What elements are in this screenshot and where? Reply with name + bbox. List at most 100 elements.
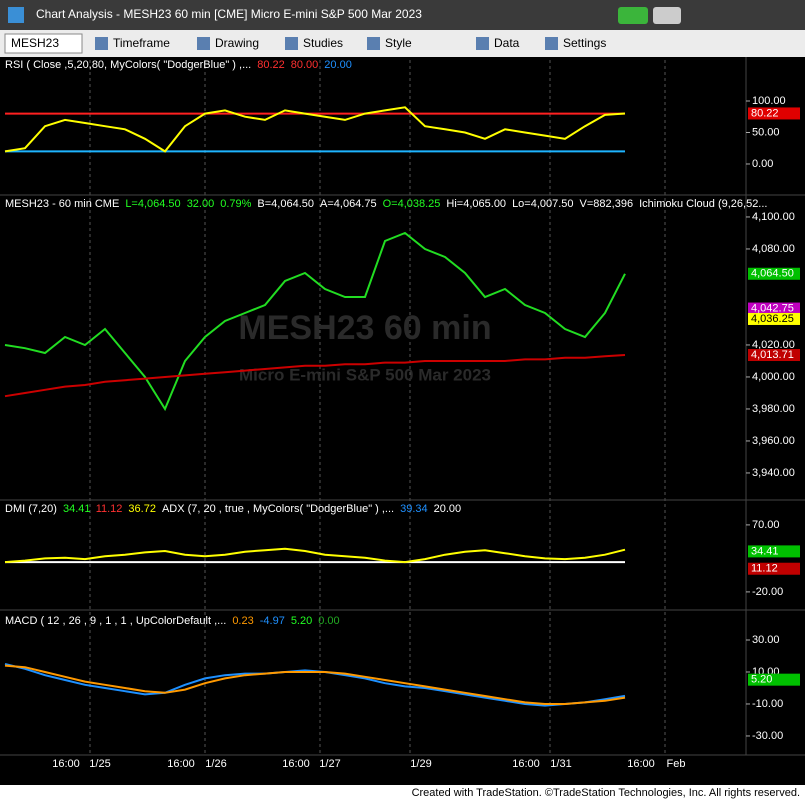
header-value: Hi=4,065.00 xyxy=(446,198,506,210)
header-value: -4.97 xyxy=(260,615,285,627)
toolbar-icon[interactable] xyxy=(545,37,558,50)
header-value: DMI (7,20) xyxy=(5,503,57,515)
header-value: 80.22 xyxy=(257,59,285,71)
header-value: Lo=4,007.50 xyxy=(512,198,573,210)
price-badge-label: 4,042.75 xyxy=(751,302,794,314)
session-lines xyxy=(89,60,666,755)
price-badge-label: 11.12 xyxy=(751,563,778,575)
footer: Created with TradeStation. ©TradeStation… xyxy=(412,787,800,799)
price-badge xyxy=(748,267,800,280)
header-value: 0.23 xyxy=(232,615,253,627)
toolbar-icon[interactable] xyxy=(476,37,489,50)
price-badge-label: 4,064.50 xyxy=(751,268,794,280)
y-tick-label: -30.00 xyxy=(752,730,783,742)
toolbar-icon[interactable] xyxy=(367,37,380,50)
header-value: O=4,038.25 xyxy=(383,198,441,210)
toolbar-button[interactable]: Drawing xyxy=(215,36,259,50)
price-badge-label: 4,013.71 xyxy=(751,349,794,361)
y-tick-label: 4,080.00 xyxy=(752,243,795,255)
x-tick-label: 16:00 xyxy=(52,758,80,770)
price-badge xyxy=(748,312,800,325)
header-value: V=882,396 xyxy=(580,198,634,210)
pane-header: MACD ( 12 , 26 , 9 , 1 , 1 , UpColorDefa… xyxy=(5,615,340,627)
strategy-button[interactable] xyxy=(618,7,648,24)
y-tick-label: 0.00 xyxy=(752,158,773,170)
x-tick-label: 1/31 xyxy=(550,758,571,770)
header-value: 20.00 xyxy=(434,503,462,515)
toolbar-button[interactable]: Data xyxy=(494,36,520,50)
y-tick-label: 3,980.00 xyxy=(752,403,795,415)
x-tick-label: Feb xyxy=(667,758,686,770)
x-tick-label: 1/29 xyxy=(410,758,431,770)
watermark-description: Micro E-mini S&P 500 Mar 2023 xyxy=(239,365,491,384)
header-value: 80.00 xyxy=(291,59,319,71)
toolbar-button[interactable]: Settings xyxy=(563,36,606,50)
series-line xyxy=(4,664,626,705)
header-value: L=4,064.50 xyxy=(125,198,180,210)
toolbar-button[interactable]: Studies xyxy=(303,36,343,50)
y-tick-label: 3,960.00 xyxy=(752,435,795,447)
series-line xyxy=(4,547,626,564)
y-tick-label: 100.00 xyxy=(752,95,786,107)
header-value: 32.00 xyxy=(187,198,215,210)
header-value: 5.20 xyxy=(291,615,312,627)
x-tick-label: 16:00 xyxy=(627,758,655,770)
header-value: MACD ( 12 , 26 , 9 , 1 , 1 , UpColorDefa… xyxy=(5,615,226,627)
pane-header: DMI (7,20) 34.41 11.12 36.72 ADX (7, 20 , tr… xyxy=(5,503,461,515)
price-badge xyxy=(748,545,800,558)
y-tick-label: 30.00 xyxy=(752,634,780,646)
x-tick-label: 16:00 xyxy=(167,758,195,770)
pane-header: MESH23 - 60 min CME L=4,064.50 32.00 0.79% B… xyxy=(5,198,767,210)
price-badge-label: 4,036.25 xyxy=(751,313,794,325)
price-badge xyxy=(748,107,800,120)
watermark-symbol: MESH23 60 min xyxy=(238,309,491,347)
pane-header: RSI ( Close ,5,20,80, MyColors( "DodgerB… xyxy=(5,59,352,71)
price-badge-label: 5.20 xyxy=(751,674,772,686)
header-value: 0.79% xyxy=(220,198,251,210)
header-value: 34.41 xyxy=(63,503,90,515)
toolbar-icon[interactable] xyxy=(285,37,298,50)
chart-area xyxy=(0,57,805,785)
x-tick-label: 1/26 xyxy=(205,758,226,770)
price-badge xyxy=(748,349,800,362)
y-tick-label: -10.00 xyxy=(752,698,783,710)
close-button[interactable] xyxy=(653,7,681,24)
price-badge xyxy=(748,302,800,315)
symbol-box[interactable] xyxy=(4,33,83,54)
y-tick-label: 70.00 xyxy=(752,519,780,531)
header-value: 0.00 xyxy=(318,615,339,627)
app-icon xyxy=(8,7,24,23)
series-line xyxy=(4,354,626,398)
x-tick-label: 1/27 xyxy=(319,758,340,770)
toolbar-icon[interactable] xyxy=(197,37,210,50)
y-tick-label: 4,000.00 xyxy=(752,371,795,383)
y-tick-label: 3,940.00 xyxy=(752,467,795,479)
x-tick-label: 16:00 xyxy=(282,758,310,770)
toolbar-button[interactable]: Style xyxy=(385,36,412,50)
header-value: 36.72 xyxy=(128,503,156,515)
header-value: B=4,064.50 xyxy=(257,198,314,210)
toolbar-icon[interactable] xyxy=(95,37,108,50)
pane-separators xyxy=(0,57,805,756)
toolbar xyxy=(0,30,805,57)
series-line xyxy=(4,231,626,412)
footer-bar xyxy=(0,785,805,800)
header-value: Ichimoku Cloud (9,26,52... xyxy=(639,198,767,210)
price-badge xyxy=(748,562,800,575)
y-tick-label: 4,020.00 xyxy=(752,339,795,351)
header-value: RSI ( Close ,5,20,80, MyColors( "DodgerB… xyxy=(5,59,251,71)
price-badge-label: 34.41 xyxy=(751,545,779,557)
x-tick-label: 16:00 xyxy=(512,758,540,770)
series-line xyxy=(4,106,626,153)
price-badge-label: 80.22 xyxy=(751,107,779,119)
x-tick-label: 1/25 xyxy=(89,758,110,770)
y-tick-label: 50.00 xyxy=(752,126,780,138)
window-title: Chart Analysis - MESH23 60 min [CME] Mic… xyxy=(36,7,422,21)
header-value: 20.00 xyxy=(324,59,352,71)
symbol[interactable]: MESH23 xyxy=(11,36,59,50)
y-tick-label: -20.00 xyxy=(752,586,783,598)
toolbar-button[interactable]: Timeframe xyxy=(113,36,170,50)
price-badge xyxy=(748,673,800,686)
y-tick-label: 4,100.00 xyxy=(752,211,795,223)
